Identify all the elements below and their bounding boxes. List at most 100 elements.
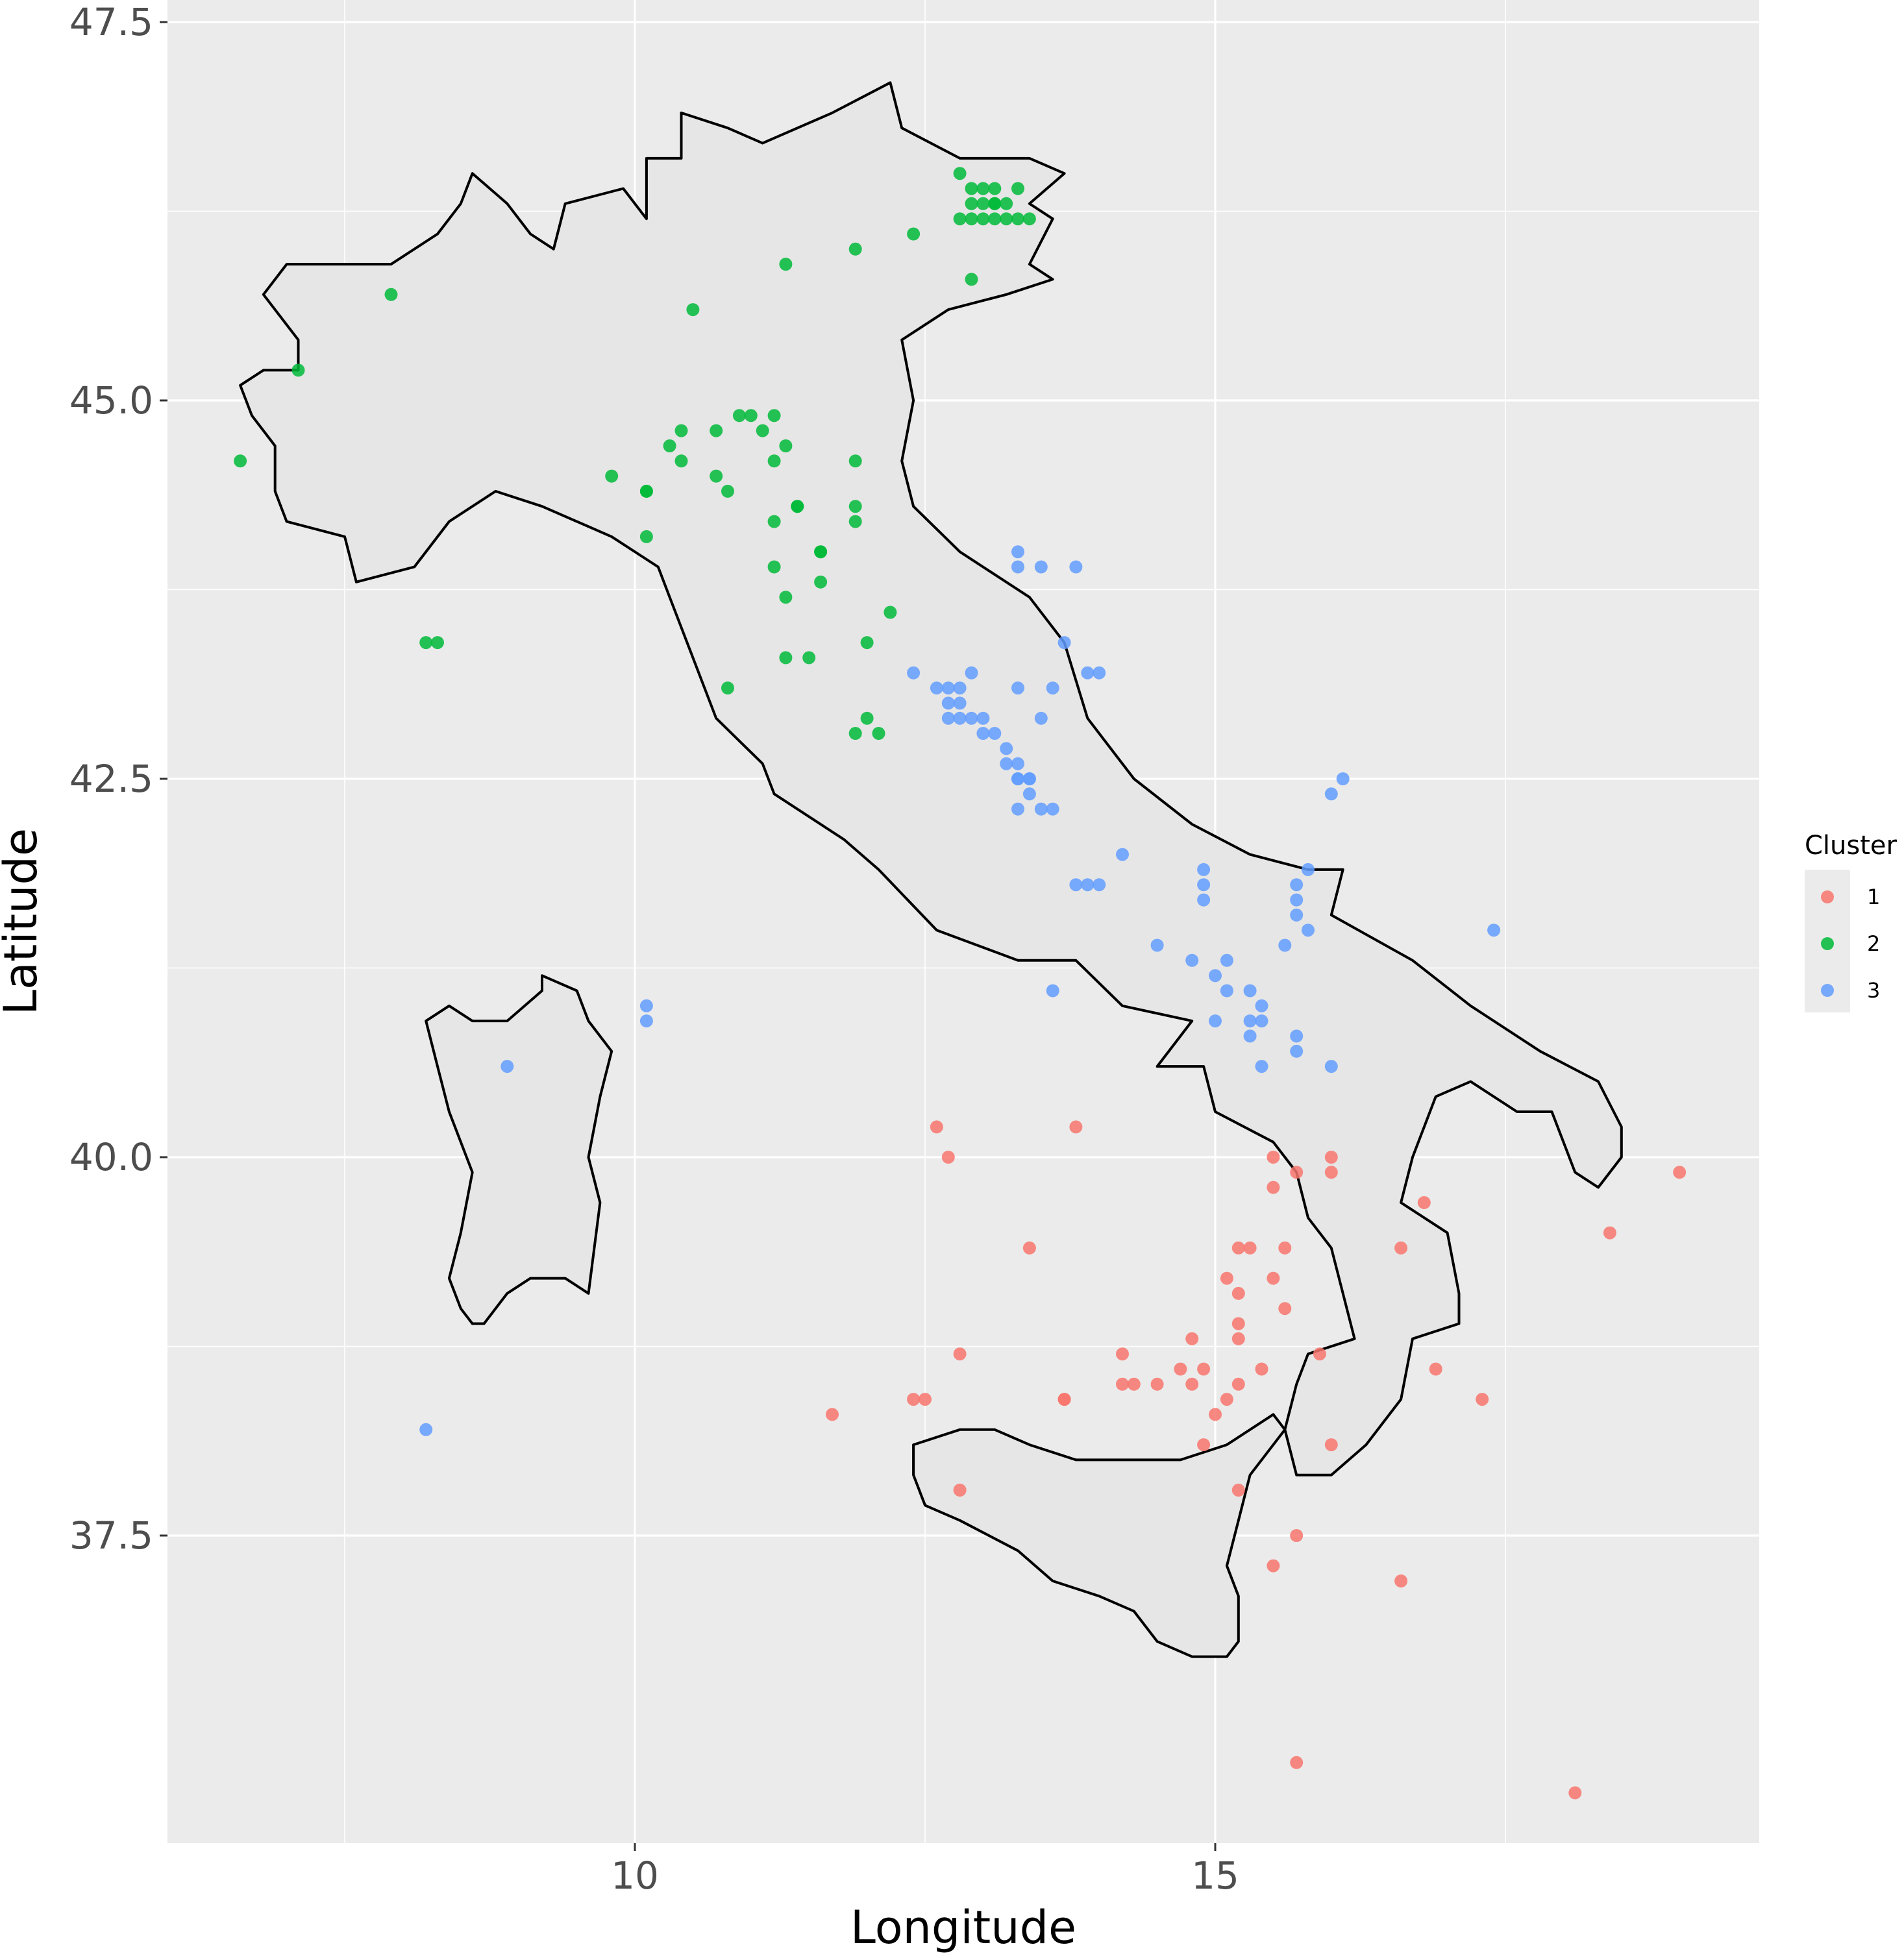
point-cluster-2-45 [639, 530, 653, 543]
point-cluster-2-24 [732, 409, 746, 423]
x-tick-label-1: 15 [1191, 1854, 1239, 1898]
point-cluster-3-4 [1057, 636, 1071, 650]
point-cluster-2-28 [710, 424, 723, 437]
point-cluster-2-17 [907, 227, 921, 241]
point-cluster-3-42 [1197, 893, 1211, 907]
point-cluster-3-33 [1046, 802, 1059, 816]
point-cluster-3-65 [1324, 1060, 1338, 1073]
point-cluster-1-26 [1174, 1362, 1187, 1376]
point-cluster-1-42 [826, 1408, 839, 1421]
point-cluster-2-53 [419, 636, 433, 650]
point-cluster-1-14 [1603, 1226, 1616, 1240]
point-cluster-2-3 [988, 182, 1002, 195]
point-cluster-3-11 [965, 666, 978, 680]
point-cluster-2-39 [639, 484, 653, 498]
point-cluster-2-27 [767, 409, 781, 423]
point-cluster-2-50 [814, 575, 828, 589]
point-cluster-3-56 [1243, 984, 1257, 998]
point-cluster-3-54 [1278, 938, 1292, 952]
point-cluster-1-37 [1057, 1393, 1071, 1406]
point-cluster-3-34 [1324, 787, 1338, 801]
point-cluster-3-44 [1290, 878, 1304, 892]
point-cluster-3-12 [1011, 681, 1024, 695]
point-cluster-3-10 [953, 696, 967, 710]
point-cluster-2-9 [976, 212, 990, 226]
point-cluster-3-5 [907, 666, 921, 680]
point-cluster-1-38 [907, 1393, 921, 1406]
legend-key-2 [1821, 937, 1834, 950]
point-cluster-3-48 [1487, 924, 1501, 937]
point-cluster-1-1 [941, 1151, 955, 1164]
point-cluster-3-7 [941, 681, 955, 695]
point-cluster-1-19 [1278, 1302, 1292, 1316]
point-cluster-1-20 [1231, 1317, 1245, 1330]
point-cluster-2-11 [1000, 212, 1013, 226]
point-cluster-1-3 [1022, 1241, 1036, 1255]
point-cluster-1-8 [1267, 1181, 1280, 1194]
point-cluster-3-16 [941, 711, 955, 725]
point-cluster-3-46 [1290, 908, 1304, 922]
point-cluster-3-0 [1011, 545, 1024, 559]
point-cluster-1-22 [1185, 1332, 1199, 1345]
point-cluster-1-35 [1476, 1393, 1489, 1406]
point-cluster-2-32 [663, 439, 676, 452]
point-cluster-1-21 [1231, 1332, 1245, 1345]
point-cluster-3-41 [1197, 878, 1211, 892]
point-cluster-2-30 [779, 439, 793, 452]
point-cluster-1-18 [1231, 1286, 1245, 1300]
point-cluster-2-57 [721, 681, 734, 695]
point-cluster-3-20 [976, 727, 990, 740]
point-cluster-2-61 [234, 454, 247, 468]
point-cluster-2-2 [976, 182, 990, 195]
point-cluster-2-41 [791, 500, 804, 513]
y-axis-title: Latitude [0, 828, 47, 1015]
y-tick-label-1: 40.0 [69, 1135, 153, 1179]
point-cluster-2-54 [431, 636, 444, 650]
point-cluster-2-0 [953, 167, 967, 180]
legend-label-2: 2 [1867, 931, 1880, 956]
point-cluster-3-24 [1000, 757, 1013, 770]
point-cluster-1-43 [1197, 1438, 1211, 1452]
point-cluster-3-9 [953, 681, 967, 695]
point-cluster-3-67 [639, 1014, 653, 1028]
point-cluster-1-44 [1324, 1438, 1338, 1452]
y-tick-label-4: 47.5 [69, 0, 153, 44]
point-cluster-3-13 [1046, 681, 1059, 695]
point-cluster-2-35 [605, 469, 619, 483]
point-cluster-3-28 [1022, 772, 1036, 785]
y-axis-ticks: 37.5 40.0 42.5 45.0 47.5 [69, 0, 167, 1558]
point-cluster-3-53 [1220, 984, 1233, 998]
point-cluster-1-24 [1313, 1347, 1326, 1361]
point-cluster-2-59 [848, 727, 862, 740]
point-cluster-3-58 [1255, 1014, 1268, 1028]
legend-key-3 [1821, 984, 1834, 997]
point-cluster-3-60 [1243, 1029, 1257, 1043]
point-cluster-1-7 [1324, 1166, 1338, 1179]
point-cluster-1-12 [1278, 1241, 1292, 1255]
point-cluster-3-47 [1302, 924, 1315, 937]
point-cluster-3-36 [1116, 848, 1129, 861]
point-cluster-3-23 [1000, 742, 1013, 755]
point-cluster-1-25 [953, 1347, 967, 1361]
point-cluster-3-32 [1034, 802, 1048, 816]
point-cluster-2-44 [848, 515, 862, 528]
point-cluster-3-1 [1011, 560, 1024, 574]
point-cluster-2-26 [756, 424, 769, 437]
point-cluster-3-17 [953, 711, 967, 725]
point-cluster-3-14 [1081, 666, 1094, 680]
point-cluster-3-8 [941, 696, 955, 710]
point-cluster-2-16 [965, 212, 978, 226]
point-cluster-3-40 [1197, 863, 1211, 876]
point-cluster-1-0 [930, 1120, 943, 1134]
point-cluster-3-21 [988, 727, 1002, 740]
x-axis-ticks: 10 15 [611, 1843, 1239, 1898]
point-cluster-1-30 [1116, 1377, 1129, 1391]
point-cluster-3-51 [1220, 953, 1233, 967]
point-cluster-2-8 [1011, 182, 1024, 195]
data-points [234, 167, 1687, 1800]
point-cluster-2-55 [779, 651, 793, 665]
point-cluster-3-59 [1243, 1014, 1257, 1028]
point-cluster-3-52 [1209, 969, 1222, 983]
point-cluster-3-45 [1290, 893, 1304, 907]
point-cluster-3-55 [1046, 984, 1059, 998]
